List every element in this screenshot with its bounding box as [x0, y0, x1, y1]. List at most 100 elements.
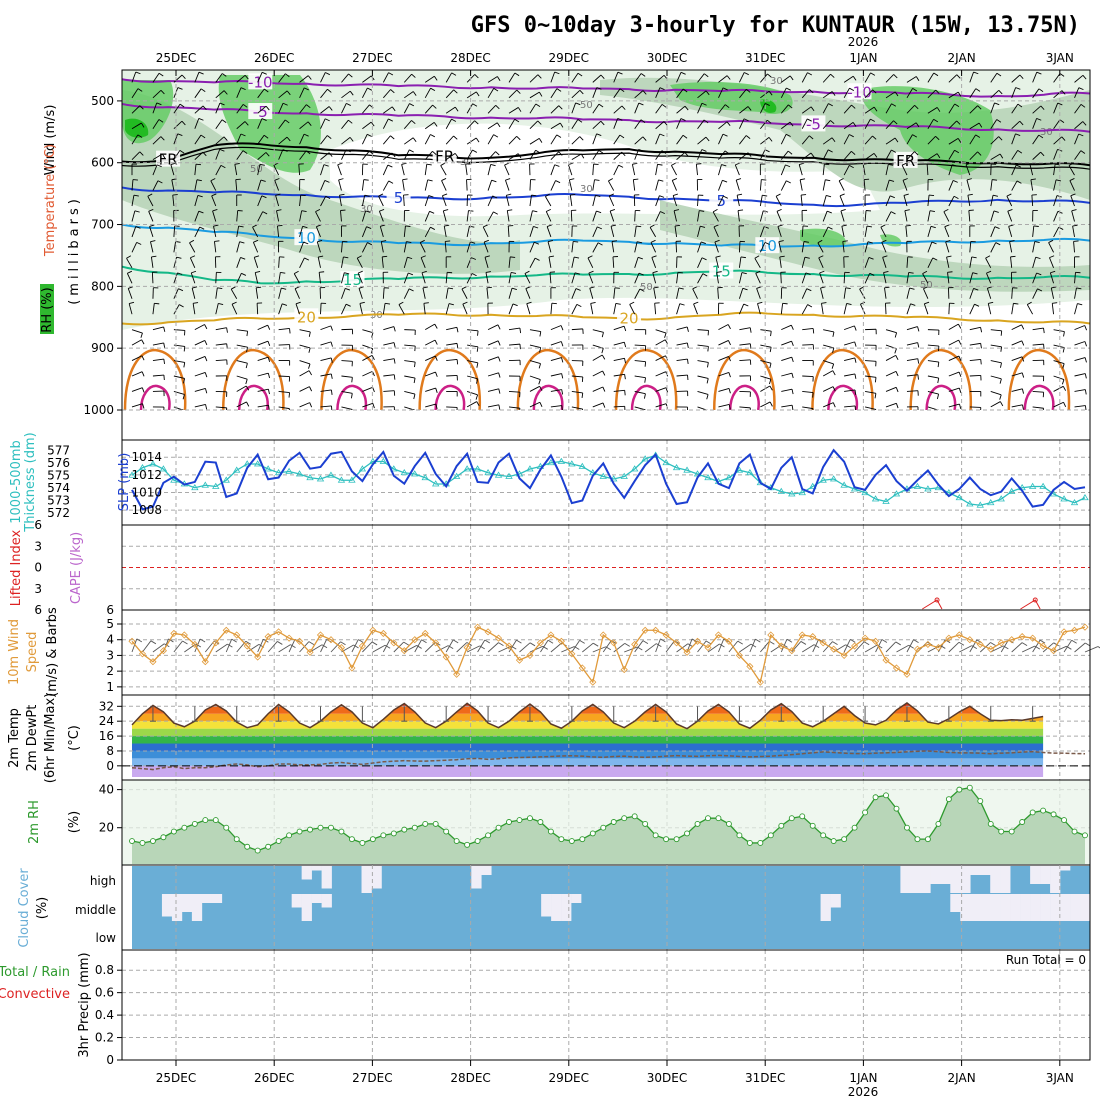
wind-barb-flag: [640, 119, 646, 123]
wind-barb-flag: [909, 287, 915, 290]
wind-barb-flag: [1059, 73, 1065, 77]
wind-barb-flag: [451, 118, 457, 122]
wind-barb: [697, 226, 701, 238]
wind-barb-flag: [240, 87, 246, 91]
wind-barb-flag: [372, 403, 375, 409]
wind-barb-flag: [422, 286, 428, 289]
wind-barb: [361, 179, 365, 191]
wind-barb-flag: [246, 331, 249, 337]
thickness-point: [997, 495, 1005, 502]
wind-barb-flag: [137, 88, 143, 92]
wind-barb: [419, 242, 426, 253]
wind-barb-flag: [1084, 389, 1087, 395]
cloud-gap: [950, 866, 961, 893]
wind-barb-flag: [223, 136, 228, 141]
wind-barb: [906, 390, 918, 392]
wind-barb: [906, 374, 918, 377]
wind-barb: [1053, 226, 1060, 238]
thickness-point: [1039, 482, 1047, 489]
wind-barb: [739, 135, 747, 145]
wind-barb: [655, 87, 661, 98]
wind10m-barb-flag: [660, 638, 666, 643]
wind-barb: [508, 89, 518, 99]
wind-barb: [738, 272, 743, 284]
wind-barb-flag: [268, 405, 270, 410]
wind10m-point: [358, 642, 366, 650]
wind-barb-flag: [477, 330, 479, 336]
wind-barb-flag: [917, 358, 920, 364]
wind-barb: [508, 72, 516, 83]
wind-barb: [843, 272, 846, 284]
wind-barb: [718, 164, 722, 176]
wind-barb-flag: [957, 323, 962, 329]
wind-barb-flag: [791, 405, 794, 410]
wind-barb-flag: [324, 180, 330, 183]
wind-barb-flag: [150, 240, 156, 243]
wind-barb-flag: [587, 255, 593, 259]
wind-barb: [948, 303, 950, 315]
wind10m-point: [830, 645, 838, 653]
wind-barb-flag: [239, 241, 245, 244]
rh2m-point: [537, 819, 544, 825]
top-day-labels: 25DEC 26DEC 27DEC 28DEC 29DEC 30DEC 31DEC 1JAN 2…: [156, 51, 1074, 65]
wind-barb-flag: [387, 164, 393, 168]
cape-label: CAPE (J/kg): [69, 532, 84, 604]
wind-barb: [692, 288, 698, 299]
wind-barb: [173, 241, 177, 253]
wind-barb: [147, 196, 154, 207]
wind-barb-flag: [642, 90, 647, 95]
wind-barb-flag: [172, 194, 178, 196]
wind-barb-flag: [483, 224, 488, 228]
wind-barb-flag: [526, 301, 532, 305]
wind-barb: [801, 135, 810, 145]
wind-barb-flag: [532, 210, 538, 213]
wind-barb: [592, 370, 603, 377]
thickness-point: [819, 476, 827, 483]
wind-barb: [697, 90, 707, 99]
wind-barb: [822, 386, 834, 392]
wind-tick-label: 5: [106, 617, 114, 631]
wind-barb-flag: [958, 371, 962, 377]
wind-barb-flag: [947, 271, 953, 273]
wind10m-barb-flag: [1039, 639, 1046, 644]
wind-barb-flag: [163, 358, 165, 365]
wind-barb-flag: [149, 224, 155, 227]
wind-barb-flag: [346, 102, 351, 106]
thickness-point: [463, 465, 471, 472]
rh2m-point: [788, 815, 795, 822]
wind-barb: [131, 210, 136, 222]
temp-tick-label: 8: [106, 744, 114, 758]
rh2m-unit: (%): [67, 811, 82, 834]
rh2m-point: [705, 815, 711, 822]
wind-barb: [234, 164, 238, 176]
wind-barb-flag: [433, 122, 438, 127]
isotherm-25-loop: [320, 348, 383, 410]
wind-barb-flag: [809, 135, 814, 140]
wind-barb: [969, 374, 981, 377]
wind-barb-flag: [764, 241, 770, 245]
wind-barb: [362, 75, 372, 83]
wind10m-point: [913, 645, 922, 653]
wind-barb-flag: [193, 302, 199, 304]
wind10m-point: [295, 637, 304, 645]
wind-barb-flag: [1055, 163, 1061, 166]
wind-barb: [969, 406, 981, 408]
wind-barb: [278, 256, 280, 268]
wind-barb-flag: [205, 404, 208, 410]
rh2m-point: [212, 817, 219, 824]
wind-barb: [632, 179, 636, 191]
wind-barb: [445, 118, 452, 129]
rh2m-point: [956, 786, 963, 793]
wind-barb: [1050, 287, 1055, 299]
rh2m-point: [527, 815, 533, 822]
wind-barb-flag: [475, 394, 479, 400]
wind-barb: [759, 149, 766, 160]
wind-barb-flag: [511, 272, 517, 274]
wind-barb: [990, 360, 1002, 364]
wind10m-barb-flag: [516, 639, 522, 644]
bottom-day-2jan: 2JAN: [948, 1071, 976, 1085]
rh2m-point: [464, 841, 471, 848]
wind10m-point: [484, 628, 492, 636]
wind-barb-flag: [559, 122, 564, 128]
